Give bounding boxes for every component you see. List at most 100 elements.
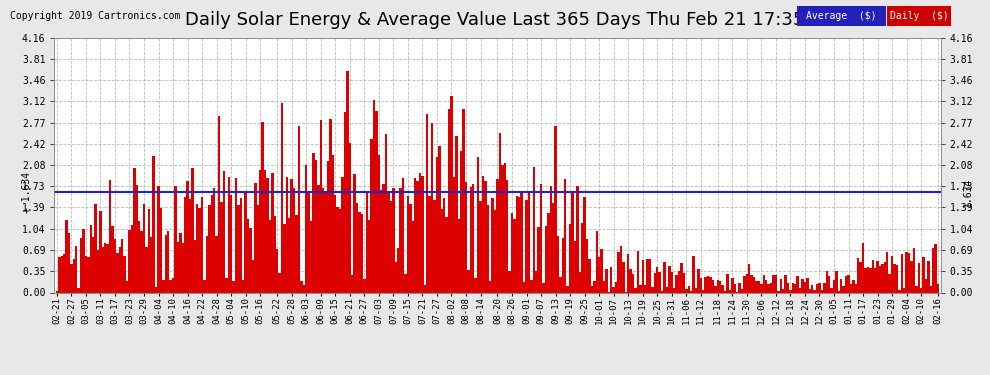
Bar: [765, 280, 767, 292]
Bar: [72, 259, 75, 292]
Bar: [230, 195, 233, 292]
Bar: [298, 126, 300, 292]
Bar: [678, 271, 680, 292]
Bar: [540, 184, 543, 292]
Bar: [225, 278, 228, 292]
Bar: [434, 200, 436, 292]
Bar: [680, 263, 683, 292]
Bar: [235, 178, 238, 292]
Bar: [206, 236, 208, 292]
Bar: [452, 177, 455, 292]
Bar: [189, 199, 191, 292]
Bar: [179, 233, 181, 292]
Bar: [254, 183, 256, 292]
Bar: [203, 280, 206, 292]
Bar: [288, 218, 290, 292]
Bar: [651, 287, 653, 292]
Bar: [334, 195, 337, 292]
Bar: [610, 267, 613, 292]
Bar: [605, 269, 608, 292]
Bar: [816, 284, 819, 292]
Text: Daily Solar Energy & Average Value Last 365 Days Thu Feb 21 17:35: Daily Solar Energy & Average Value Last …: [185, 11, 805, 29]
Bar: [191, 168, 194, 292]
Bar: [281, 104, 283, 292]
Bar: [107, 244, 109, 292]
Bar: [450, 96, 452, 292]
Bar: [121, 238, 124, 292]
Bar: [131, 225, 133, 292]
Bar: [60, 256, 63, 292]
Bar: [221, 202, 223, 292]
Bar: [806, 279, 809, 292]
Bar: [707, 276, 709, 292]
Bar: [591, 286, 593, 292]
Bar: [300, 281, 303, 292]
Bar: [731, 278, 734, 292]
Bar: [833, 280, 836, 292]
Bar: [828, 276, 831, 292]
Bar: [146, 247, 148, 292]
Bar: [779, 279, 782, 292]
Bar: [126, 281, 129, 292]
Bar: [213, 189, 216, 292]
Bar: [186, 181, 189, 292]
Bar: [559, 277, 561, 292]
Bar: [724, 291, 727, 292]
Bar: [915, 286, 918, 292]
Bar: [75, 246, 77, 292]
Bar: [499, 134, 501, 292]
Bar: [431, 123, 434, 292]
Bar: [404, 274, 407, 292]
Bar: [630, 269, 632, 292]
Bar: [342, 177, 344, 292]
Bar: [811, 285, 814, 292]
Bar: [491, 198, 494, 292]
Bar: [640, 285, 642, 292]
Bar: [886, 252, 888, 292]
Text: Daily  ($): Daily ($): [890, 11, 948, 21]
Bar: [521, 192, 523, 292]
Bar: [116, 253, 119, 292]
Bar: [399, 188, 402, 292]
Bar: [852, 279, 854, 292]
Bar: [104, 243, 107, 292]
Bar: [469, 187, 472, 292]
Bar: [574, 241, 576, 292]
Bar: [504, 162, 506, 292]
Bar: [603, 281, 605, 292]
Bar: [484, 181, 486, 292]
Bar: [794, 284, 797, 292]
Bar: [317, 184, 320, 292]
Bar: [687, 286, 690, 292]
Bar: [332, 154, 334, 292]
Bar: [675, 275, 678, 292]
Bar: [849, 284, 852, 292]
Bar: [167, 231, 169, 292]
Bar: [576, 186, 578, 292]
Bar: [823, 283, 826, 292]
Bar: [268, 220, 271, 292]
Bar: [821, 290, 823, 292]
Bar: [683, 273, 685, 292]
Bar: [745, 274, 748, 292]
Bar: [656, 267, 658, 292]
Bar: [87, 257, 89, 292]
Bar: [293, 189, 295, 292]
Bar: [526, 200, 528, 292]
Bar: [709, 277, 712, 292]
Bar: [743, 276, 745, 292]
Bar: [407, 196, 409, 292]
Bar: [176, 242, 179, 292]
Bar: [757, 281, 760, 292]
Bar: [910, 261, 913, 292]
Bar: [554, 126, 556, 292]
Bar: [85, 256, 87, 292]
Bar: [705, 277, 707, 292]
Bar: [211, 195, 213, 292]
Bar: [58, 257, 60, 292]
Bar: [249, 228, 251, 292]
Bar: [295, 215, 298, 292]
Bar: [327, 161, 330, 292]
Bar: [424, 285, 426, 292]
Bar: [150, 237, 152, 292]
